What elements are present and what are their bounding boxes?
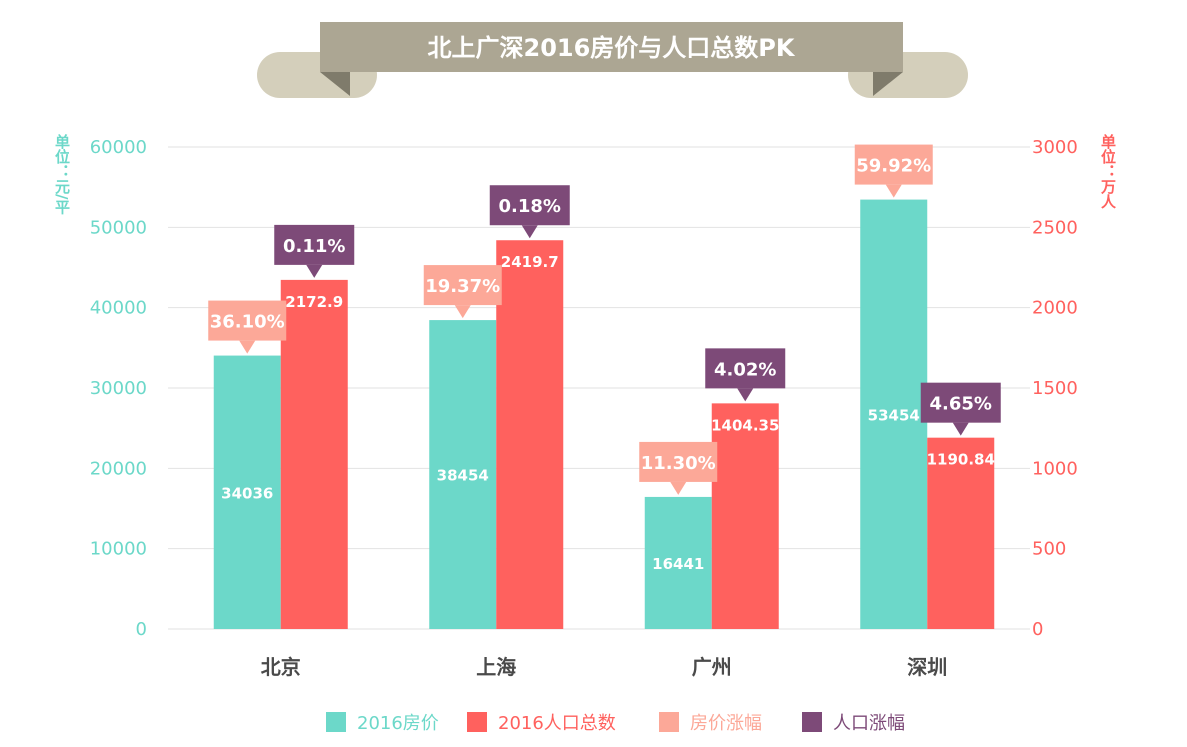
callout: 4.65% [920, 382, 1001, 436]
bar-population [280, 279, 348, 629]
callout-box [854, 144, 933, 185]
category-axis: 北京 上海 广州 深圳 [261, 655, 948, 679]
right-tick-label: 500 [1032, 539, 1066, 560]
callout-pointer [454, 305, 471, 319]
bar-price-label: 34036 [221, 484, 273, 502]
callout: 0.18% [489, 185, 570, 239]
legend-item: 2016人口总数 [467, 712, 616, 734]
bar-price [429, 320, 497, 629]
callout-pointer [737, 388, 754, 402]
legend-swatch [659, 712, 679, 732]
callout: 19.37% [423, 265, 502, 319]
legend-item: 房价涨幅 [659, 712, 762, 734]
right-tick-label: 0 [1032, 619, 1043, 640]
legend-swatch [467, 712, 487, 732]
bar-population-label: 1190.84 [927, 451, 995, 469]
bar-price [644, 496, 712, 629]
bar-price [860, 199, 928, 630]
callout-box [423, 265, 502, 306]
right-tick-label: 1500 [1032, 378, 1078, 399]
bar-population-label: 2172.9 [285, 293, 343, 311]
callout: 0.11% [274, 224, 355, 278]
callout-box [489, 185, 570, 226]
callout-pointer [306, 264, 323, 278]
callout-label: 0.18% [499, 196, 561, 217]
left-tick-label: 40000 [90, 298, 147, 319]
bars: 34036 2172.9 38454 2419.7 16441 1404.35 53454 1… [213, 199, 995, 630]
right-tick-label: 1000 [1032, 458, 1078, 479]
callout: 36.10% [208, 300, 287, 354]
callout-box [920, 382, 1001, 423]
callout-pointer [239, 340, 256, 354]
callout: 11.30% [639, 441, 718, 495]
left-tick-label: 20000 [90, 458, 147, 479]
left-axis: 0 10000 20000 30000 40000 50000 60000 [90, 137, 147, 640]
callout-label: 36.10% [210, 312, 285, 333]
legend-label: 2016房价 [357, 713, 439, 734]
callout-box [639, 441, 718, 482]
callout-pointer [885, 184, 902, 198]
callout-label: 4.65% [930, 394, 992, 415]
callout-label: 0.11% [283, 236, 345, 257]
category-label: 上海 [476, 655, 516, 679]
callout-box [705, 348, 786, 389]
title-banner: 北上广深2016房价与人口总数PK [257, 22, 968, 98]
banner-main [320, 22, 903, 72]
legend-swatch [802, 712, 822, 732]
left-tick-label: 0 [136, 619, 147, 640]
right-tick-label: 3000 [1032, 137, 1078, 158]
right-axis: 0 500 1000 1500 2000 2500 3000 [1032, 137, 1078, 640]
bar-population [711, 403, 779, 629]
callout-box [274, 224, 355, 265]
category-label: 北京 [261, 655, 301, 679]
callout-pointer [670, 481, 687, 495]
left-tick-label: 10000 [90, 539, 147, 560]
legend: 2016房价 2016人口总数 房价涨幅 人口涨幅 [326, 712, 905, 734]
bar-price-label: 38454 [437, 467, 489, 485]
category-label: 深圳 [907, 655, 947, 679]
callout-box [208, 300, 287, 341]
left-tick-label: 60000 [90, 137, 147, 158]
bar-price-label: 16441 [652, 555, 704, 573]
bar-price-label: 53454 [868, 406, 920, 424]
legend-item: 2016房价 [326, 712, 439, 734]
callout-pointer [952, 422, 969, 436]
bar-population [496, 240, 564, 629]
callout: 59.92% [854, 144, 933, 198]
legend-label: 房价涨幅 [690, 713, 762, 734]
bar-population [927, 437, 995, 629]
callout-label: 59.92% [856, 156, 931, 177]
bar-population-label: 1404.35 [711, 416, 779, 434]
category-label: 广州 [692, 655, 732, 679]
bar-price [213, 355, 281, 629]
left-tick-label: 30000 [90, 378, 147, 399]
left-tick-label: 50000 [90, 217, 147, 238]
right-tick-label: 2000 [1032, 298, 1078, 319]
legend-label: 2016人口总数 [498, 713, 616, 734]
callout-label: 11.30% [641, 453, 716, 474]
banner-right-fold [873, 72, 903, 96]
callout-pointer [521, 225, 538, 239]
legend-swatch [326, 712, 346, 732]
left-axis-unit: 单位：元/平 [53, 133, 71, 215]
callouts: 36.10% 0.11% 19.37% 0.18% 11.30% 4.02% 59.92% 4… [208, 144, 1001, 495]
callout-label: 19.37% [425, 276, 500, 297]
callout-label: 4.02% [714, 359, 776, 380]
callout: 4.02% [705, 348, 786, 402]
right-axis-unit: 单位：万人 [1099, 133, 1117, 209]
right-tick-label: 2500 [1032, 217, 1078, 238]
legend-label: 人口涨幅 [833, 713, 905, 734]
bar-population-label: 2419.7 [501, 253, 559, 271]
banner-left-fold [320, 72, 350, 96]
legend-item: 人口涨幅 [802, 712, 905, 734]
chart-title: 北上广深2016房价与人口总数PK [428, 34, 796, 62]
